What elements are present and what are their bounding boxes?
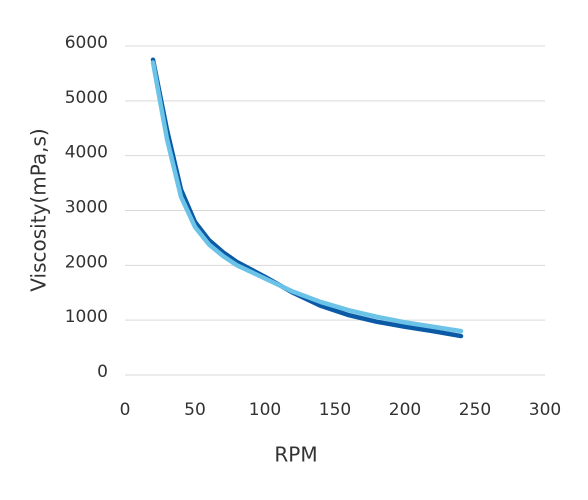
y-tick-label: 4000 bbox=[65, 143, 108, 163]
y-axis-title: Viscosity(mPa,s) bbox=[27, 128, 51, 291]
y-tick-label: 0 bbox=[97, 362, 108, 382]
y-tick-label: 6000 bbox=[65, 33, 108, 53]
x-tick-label: 200 bbox=[389, 400, 421, 420]
x-tick-label: 0 bbox=[120, 400, 131, 420]
x-tick-label: 150 bbox=[319, 400, 351, 420]
y-tick-label: 3000 bbox=[65, 198, 108, 218]
data-line bbox=[150, 60, 464, 334]
x-tick-label: 50 bbox=[184, 400, 206, 420]
y-tick-label: 2000 bbox=[65, 252, 108, 272]
x-tick-label: 100 bbox=[249, 400, 281, 420]
x-axis-title: RPM bbox=[274, 443, 317, 467]
x-tick-label: 300 bbox=[529, 400, 561, 420]
x-tick-label: 250 bbox=[459, 400, 491, 420]
y-tick-label: 5000 bbox=[65, 88, 108, 108]
y-tick-label: 1000 bbox=[65, 307, 108, 327]
